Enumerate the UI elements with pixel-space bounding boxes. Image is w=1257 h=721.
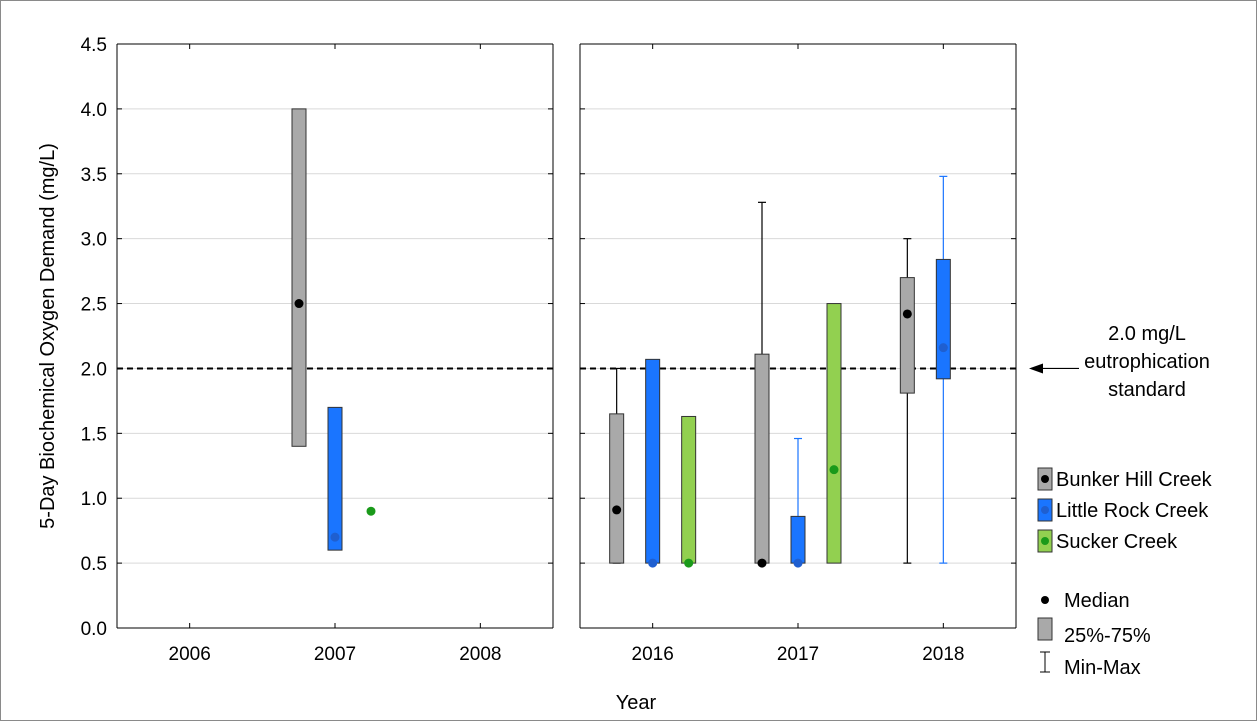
y-tick-label: 1.5	[81, 424, 107, 445]
iqr-box	[935, 258, 951, 380]
x-tick-label: 2017	[777, 644, 819, 665]
median-point	[684, 558, 694, 568]
reference-line-label: 2.0 mg/L	[1108, 323, 1186, 345]
legend-label: Bunker Hill Creek	[1056, 469, 1213, 491]
y-tick-label: 1.0	[81, 489, 107, 510]
iqr-box	[645, 358, 661, 564]
x-tick-label: 2016	[632, 644, 674, 665]
legend-stat-label: 25%-75%	[1064, 625, 1151, 647]
legend-swatch-dot	[1041, 537, 1049, 545]
y-tick-label: 4.5	[81, 35, 107, 56]
y-tick-label: 2.5	[81, 295, 107, 316]
legend-median-symbol	[1041, 596, 1049, 604]
axes-layer: 2006 2007 2008 2016 2017 2018 0.0 0.5 1.0 1.5 2.0 2…	[37, 35, 1017, 714]
y-tick-label: 3.0	[81, 230, 107, 251]
iqr-box	[327, 406, 343, 551]
x-axis-title: Year	[616, 692, 657, 714]
iqr-box	[681, 415, 697, 564]
y-tick-label: 0.5	[81, 554, 107, 575]
legend-label: Little Rock Creek	[1056, 500, 1209, 522]
median-point	[793, 558, 803, 568]
legend-box-symbol	[1037, 617, 1053, 641]
median-point	[757, 558, 767, 568]
iqr-box	[609, 413, 625, 564]
median-point	[330, 532, 340, 542]
median-point	[829, 465, 839, 475]
legend-swatch-dot	[1041, 475, 1049, 483]
iqr-box	[754, 353, 770, 564]
x-tick-label: 2008	[459, 644, 501, 665]
legend-stat-label: Min-Max	[1064, 657, 1141, 679]
y-tick-label: 3.5	[81, 165, 107, 186]
y-tick-label: 2.0	[81, 359, 107, 380]
legend-swatch-dot	[1041, 506, 1049, 514]
x-tick-label: 2007	[314, 644, 356, 665]
iqr-box	[826, 303, 842, 564]
median-point	[902, 309, 912, 319]
median-point	[938, 343, 948, 353]
median-point	[294, 299, 304, 309]
y-tick-label: 0.0	[81, 619, 107, 640]
x-tick-label: 2018	[922, 644, 964, 665]
legend: Bunker Hill Creek Little Rock Creek Sucker…	[1037, 467, 1213, 679]
x-tick-label: 2006	[169, 644, 211, 665]
y-tick-label: 4.0	[81, 100, 107, 121]
reference-line-label: standard	[1108, 379, 1186, 401]
legend-label: Sucker Creek	[1056, 531, 1178, 553]
annotation-arrowhead	[1029, 363, 1043, 374]
reference-line-label: eutrophication	[1084, 351, 1210, 373]
y-axis-title: 5-Day Biochemical Oxygen Demand (mg/L)	[37, 143, 59, 529]
legend-stat-label: Median	[1064, 590, 1130, 612]
median-point	[366, 506, 376, 516]
median-point	[612, 505, 622, 515]
iqr-box	[291, 108, 307, 447]
median-point	[648, 558, 658, 568]
iqr-box	[790, 515, 806, 564]
reference-line-layer: 2.0 mg/L eutrophication standard	[117, 323, 1210, 401]
grid-layer	[117, 108, 1016, 564]
iqr-box	[899, 277, 915, 394]
marks-layer	[291, 108, 951, 568]
